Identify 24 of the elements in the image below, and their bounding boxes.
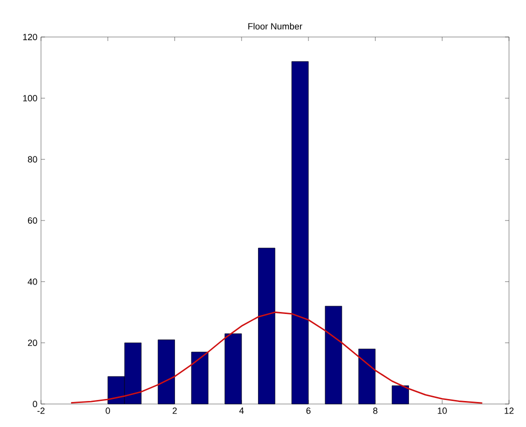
x-tick-label: 12 xyxy=(504,408,514,414)
bar xyxy=(191,352,208,404)
x-tick-label: -2 xyxy=(37,408,45,414)
x-tick-label: 2 xyxy=(172,408,177,414)
x-tick-label: 10 xyxy=(438,408,447,414)
chart-title: Floor Number xyxy=(248,22,302,30)
bar xyxy=(358,348,376,404)
y-tick-label: 60 xyxy=(28,217,38,224)
bar xyxy=(258,248,276,404)
y-tick-label: 20 xyxy=(28,340,38,346)
y-tick-label: 40 xyxy=(28,278,38,285)
x-tick-label: 0 xyxy=(106,408,110,414)
y-tick-label: 120 xyxy=(23,34,38,40)
y-tick-label: 80 xyxy=(28,156,38,163)
x-tick-label: 6 xyxy=(306,408,311,414)
bar xyxy=(292,61,309,404)
bar xyxy=(224,333,242,404)
bar xyxy=(158,340,175,404)
y-tick-label: 0 xyxy=(32,400,38,408)
y-tick-label: 100 xyxy=(23,94,38,102)
x-tick-label: 4 xyxy=(239,408,244,414)
bar xyxy=(392,385,409,404)
x-tick-label: 8 xyxy=(373,408,378,414)
bar xyxy=(324,306,342,404)
